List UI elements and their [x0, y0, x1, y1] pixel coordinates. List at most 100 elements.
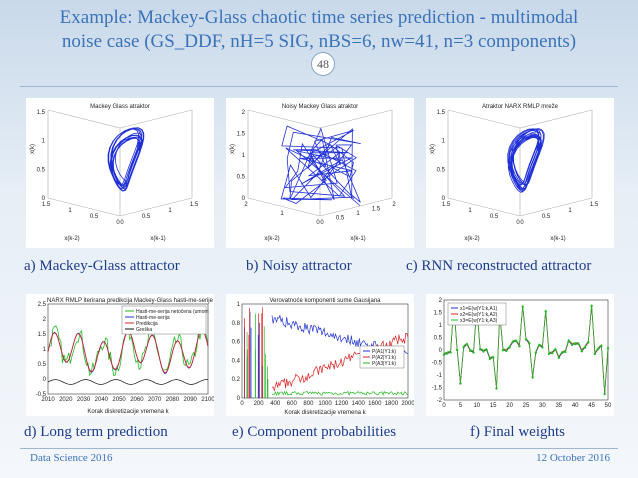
- attractor-curve: [507, 128, 545, 193]
- footer-left: Data Science 2016: [30, 452, 113, 464]
- bottom-divider: [20, 448, 618, 449]
- legend-box: [121, 305, 207, 335]
- z-tick-label: 2: [242, 110, 246, 116]
- z-tick-label: 1.5: [237, 131, 246, 137]
- axis-box-line: [519, 109, 593, 129]
- y-tick-label: -0.5: [432, 361, 443, 367]
- page-number: 48: [311, 52, 335, 76]
- weights-plot: 0 5 10 15 20 25 30 35 40 45 50 -2 -1.5 -1 -0.5 0 0.5 1 1.5…: [432, 298, 612, 409]
- title-line-1: Example: Mackey-Glass chaotic time serie…: [59, 7, 579, 28]
- x-tick-label: 10: [473, 403, 480, 409]
- x-tick-label: 1: [468, 208, 472, 214]
- y-tick-label: 1: [237, 302, 241, 308]
- legend-label: Predikcija: [136, 321, 158, 327]
- y-tick-label: 0.8: [232, 321, 241, 327]
- z-tick-label: 1: [442, 139, 446, 145]
- attractor-curve: [280, 125, 361, 206]
- weight-point: [462, 346, 465, 349]
- axis-box-line: [47, 197, 121, 217]
- x-tick-label: 0: [516, 220, 520, 226]
- weight-point: [541, 346, 544, 349]
- legend-box: [359, 345, 405, 369]
- y-tick-label: 0.6: [232, 340, 241, 346]
- caption-b: b) Noisy attractor: [246, 258, 352, 274]
- x-tick-label: 5: [459, 403, 463, 409]
- x-tick-label: 2020: [59, 397, 73, 403]
- x-tick-label: 2070: [148, 397, 162, 403]
- y-tick-label: 2: [392, 202, 396, 208]
- weight-point: [485, 348, 488, 352]
- x-tick-label: 15: [490, 403, 497, 409]
- y-tick-label: 2: [439, 298, 443, 304]
- x-tick-label: 2: [244, 202, 248, 208]
- weight-point: [495, 387, 498, 390]
- weight-point: [521, 305, 524, 308]
- x-tick-label: 800: [303, 401, 314, 407]
- axis-box-line: [447, 197, 521, 217]
- prediction-plot: NARX RMLP iterirana predikcija Mackey-Gl…: [36, 298, 214, 415]
- y-tick-label: -2: [437, 398, 443, 404]
- x-tick-label: 1400: [352, 401, 366, 407]
- y-tick-label: -0.5: [36, 392, 47, 398]
- probabilities-plot: Verovatnoće komponenti sume Gausijana 0 20…: [232, 298, 414, 416]
- weight-point: [600, 344, 603, 348]
- z-tick-label: 1.5: [37, 110, 46, 116]
- y-tick-label: 0: [237, 396, 241, 402]
- weight-point: [482, 350, 485, 353]
- x-tick-label: 45: [588, 403, 595, 409]
- weight-point: [551, 352, 554, 355]
- weight-point: [537, 344, 541, 347]
- legend-label: x1=E(w|Y1:k,A1): [460, 306, 498, 312]
- y-tick-label: 1.5: [372, 207, 381, 213]
- z-axis-label: x(k): [30, 144, 36, 154]
- x-tick-label: 20: [506, 403, 513, 409]
- legend-box: [447, 302, 507, 326]
- y-axis-label: x(k-1): [350, 236, 365, 242]
- title-line-2: noise case (GS_DDF, nH=5 SIG, nBS=6, nw=…: [61, 31, 577, 52]
- top-divider: [20, 86, 618, 87]
- z-tick-label: 1.5: [437, 110, 446, 116]
- z-tick-label: 0: [242, 196, 246, 202]
- y-tick-label: 0: [520, 220, 524, 226]
- x-tick-label: 1800: [385, 401, 399, 407]
- attractor-plot-b: Noisy Mackey Glass atraktor 0 0.5 1 1.5 2 x(k)…: [230, 104, 396, 242]
- legend-label: P(A2|Y1:k): [372, 355, 396, 361]
- legend-label: Greška: [136, 327, 152, 333]
- weight-point: [560, 351, 564, 355]
- x-tick-label: 2090: [184, 397, 198, 403]
- x-tick-label: 0: [442, 403, 446, 409]
- x-tick-label: 0: [240, 401, 244, 407]
- weight-point: [570, 343, 574, 346]
- x-tick-label: 35: [555, 403, 562, 409]
- weight-point: [606, 347, 610, 350]
- plot-title: Verovatnoće komponenti sume Gausijana: [269, 298, 381, 304]
- legend-label: x3=E(w|Y1:k,A3): [460, 318, 498, 324]
- attractor-plot-a: Mackey Glass atraktor 0 0.5 1 1.5 x(k) 1.5 1 0.5…: [30, 104, 199, 242]
- weight-point: [492, 356, 495, 359]
- y-tick-label: 1: [439, 323, 443, 329]
- weight-point: [505, 349, 508, 353]
- weight-point: [488, 357, 492, 361]
- x-axis-label: Korak diskretizacije vremena k: [284, 410, 366, 416]
- plot-title: NARX RMLP iterirana predikcija Mackey-Gl…: [47, 298, 214, 304]
- plot-d: NARX RMLP iterirana predikcija Mackey-Gl…: [26, 294, 214, 416]
- legend-label: P(A3|Y1:k): [372, 361, 396, 367]
- y-axis-label: x(k-1): [550, 236, 565, 242]
- x-tick-label: 2000: [401, 401, 414, 407]
- x-tick-label: 2030: [77, 397, 91, 403]
- y-tick-label: 2: [43, 317, 47, 323]
- x-tick-label: 2040: [95, 397, 109, 403]
- axis-box-line: [447, 109, 521, 129]
- weight-point: [544, 310, 547, 313]
- plot-b: Noisy Mackey Glass atraktor 0 0.5 1 1.5 2 x(k)…: [226, 98, 414, 248]
- weight-point: [583, 346, 587, 349]
- x-tick-label: 30: [539, 403, 546, 409]
- x-tick-label: 0.5: [490, 214, 499, 220]
- z-tick-label: 1: [242, 153, 246, 159]
- y-tick-label: 0.5: [434, 336, 443, 342]
- x-tick-label: 0: [316, 220, 320, 226]
- x-tick-label: 25: [523, 403, 530, 409]
- weight-point: [469, 349, 472, 353]
- plot-title: Atraktor NARX RMLP mreže: [482, 104, 559, 110]
